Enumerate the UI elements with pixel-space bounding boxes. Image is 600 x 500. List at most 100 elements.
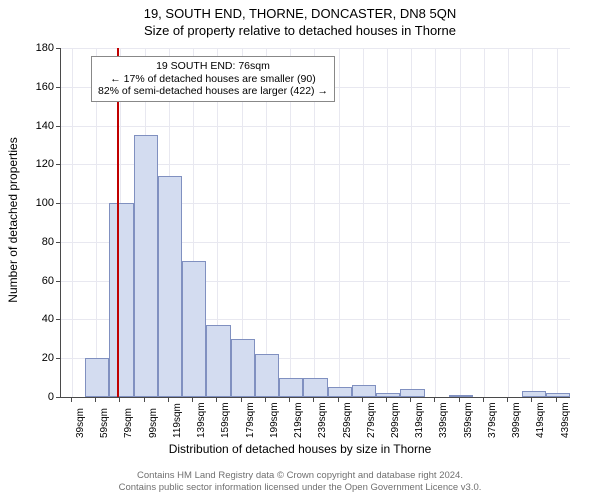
x-tick-mark <box>459 398 460 402</box>
y-tick-mark <box>56 126 60 127</box>
x-tick-mark <box>265 398 266 402</box>
histogram-bar <box>303 378 327 397</box>
x-tick-mark <box>556 398 557 402</box>
gridline-v <box>387 48 388 397</box>
histogram-bar <box>134 135 158 397</box>
histogram-bar <box>279 378 303 397</box>
x-tick-mark <box>144 398 145 402</box>
x-tick-mark <box>362 398 363 402</box>
histogram-bar <box>158 176 182 397</box>
gridline-v <box>532 48 533 397</box>
y-tick-mark <box>56 164 60 165</box>
annotation-line: ← 17% of detached houses are smaller (90… <box>98 73 328 86</box>
gridline-v <box>339 48 340 397</box>
x-tick-label: 39sqm <box>75 408 86 438</box>
gridline-v <box>72 48 73 397</box>
x-tick-label: 359sqm <box>463 402 474 438</box>
footer-line-1: Contains HM Land Registry data © Crown c… <box>0 470 600 482</box>
y-tick-mark <box>56 281 60 282</box>
x-tick-mark <box>216 398 217 402</box>
gridline-h <box>61 48 570 49</box>
x-tick-mark <box>192 398 193 402</box>
x-tick-mark <box>483 398 484 402</box>
histogram-bar <box>85 358 109 397</box>
chart-container: 19, SOUTH END, THORNE, DONCASTER, DN8 5Q… <box>0 0 600 500</box>
x-tick-label: 79sqm <box>123 408 134 438</box>
gridline-v <box>484 48 485 397</box>
histogram-bar <box>352 385 376 397</box>
x-tick-mark <box>71 398 72 402</box>
x-tick-mark <box>119 398 120 402</box>
x-tick-label: 59sqm <box>99 408 110 438</box>
gridline-h <box>61 126 570 127</box>
gridline-v <box>557 48 558 397</box>
x-tick-label: 439sqm <box>560 402 571 438</box>
histogram-bar <box>206 325 230 397</box>
x-tick-mark <box>410 398 411 402</box>
x-tick-mark <box>507 398 508 402</box>
x-tick-label: 199sqm <box>269 402 280 438</box>
chart-title: 19, SOUTH END, THORNE, DONCASTER, DN8 5Q… <box>0 0 600 21</box>
x-tick-mark <box>531 398 532 402</box>
x-tick-label: 159sqm <box>220 402 231 438</box>
x-tick-label: 219sqm <box>293 402 304 438</box>
y-tick-label: 100 <box>24 197 54 209</box>
histogram-bar <box>182 261 206 397</box>
x-tick-label: 419sqm <box>535 402 546 438</box>
histogram-bar <box>449 395 473 397</box>
y-tick-label: 60 <box>24 275 54 287</box>
histogram-bar <box>231 339 255 397</box>
gridline-v <box>508 48 509 397</box>
histogram-bar <box>400 389 424 397</box>
x-tick-label: 139sqm <box>196 402 207 438</box>
x-tick-mark <box>95 398 96 402</box>
y-tick-label: 160 <box>24 81 54 93</box>
footer-line-2: Contains public sector information licen… <box>0 482 600 494</box>
gridline-v <box>460 48 461 397</box>
x-tick-mark <box>168 398 169 402</box>
annotation-line: 82% of semi-detached houses are larger (… <box>98 85 328 98</box>
y-tick-label: 0 <box>24 391 54 403</box>
x-tick-label: 179sqm <box>245 402 256 438</box>
y-tick-mark <box>56 203 60 204</box>
gridline-v <box>435 48 436 397</box>
x-tick-mark <box>313 398 314 402</box>
y-tick-label: 180 <box>24 42 54 54</box>
histogram-bar <box>522 391 546 397</box>
x-tick-label: 259sqm <box>342 402 353 438</box>
x-tick-label: 279sqm <box>366 402 377 438</box>
y-tick-label: 40 <box>24 313 54 325</box>
histogram-bar <box>255 354 279 397</box>
histogram-bar <box>376 393 400 397</box>
x-tick-mark <box>386 398 387 402</box>
histogram-bar <box>328 387 352 397</box>
x-tick-label: 339sqm <box>438 402 449 438</box>
x-tick-mark <box>338 398 339 402</box>
x-tick-label: 239sqm <box>317 402 328 438</box>
x-axis-label: Distribution of detached houses by size … <box>0 442 600 456</box>
x-tick-label: 99sqm <box>148 408 159 438</box>
x-tick-label: 299sqm <box>390 402 401 438</box>
histogram-bar <box>546 393 570 397</box>
chart-subtitle: Size of property relative to detached ho… <box>0 21 600 38</box>
x-tick-label: 319sqm <box>414 402 425 438</box>
y-tick-mark <box>56 358 60 359</box>
gridline-v <box>363 48 364 397</box>
annotation-line: 19 SOUTH END: 76sqm <box>98 60 328 73</box>
y-tick-label: 20 <box>24 352 54 364</box>
footer-attribution: Contains HM Land Registry data © Crown c… <box>0 470 600 494</box>
y-tick-label: 120 <box>24 158 54 170</box>
x-tick-mark <box>241 398 242 402</box>
x-tick-label: 399sqm <box>511 402 522 438</box>
y-tick-label: 140 <box>24 120 54 132</box>
y-tick-mark <box>56 48 60 49</box>
y-tick-mark <box>56 397 60 398</box>
gridline-v <box>411 48 412 397</box>
x-tick-mark <box>434 398 435 402</box>
x-tick-label: 379sqm <box>487 402 498 438</box>
y-tick-label: 80 <box>24 236 54 248</box>
histogram-bar <box>109 203 133 397</box>
y-tick-mark <box>56 87 60 88</box>
y-tick-mark <box>56 242 60 243</box>
x-tick-mark <box>289 398 290 402</box>
